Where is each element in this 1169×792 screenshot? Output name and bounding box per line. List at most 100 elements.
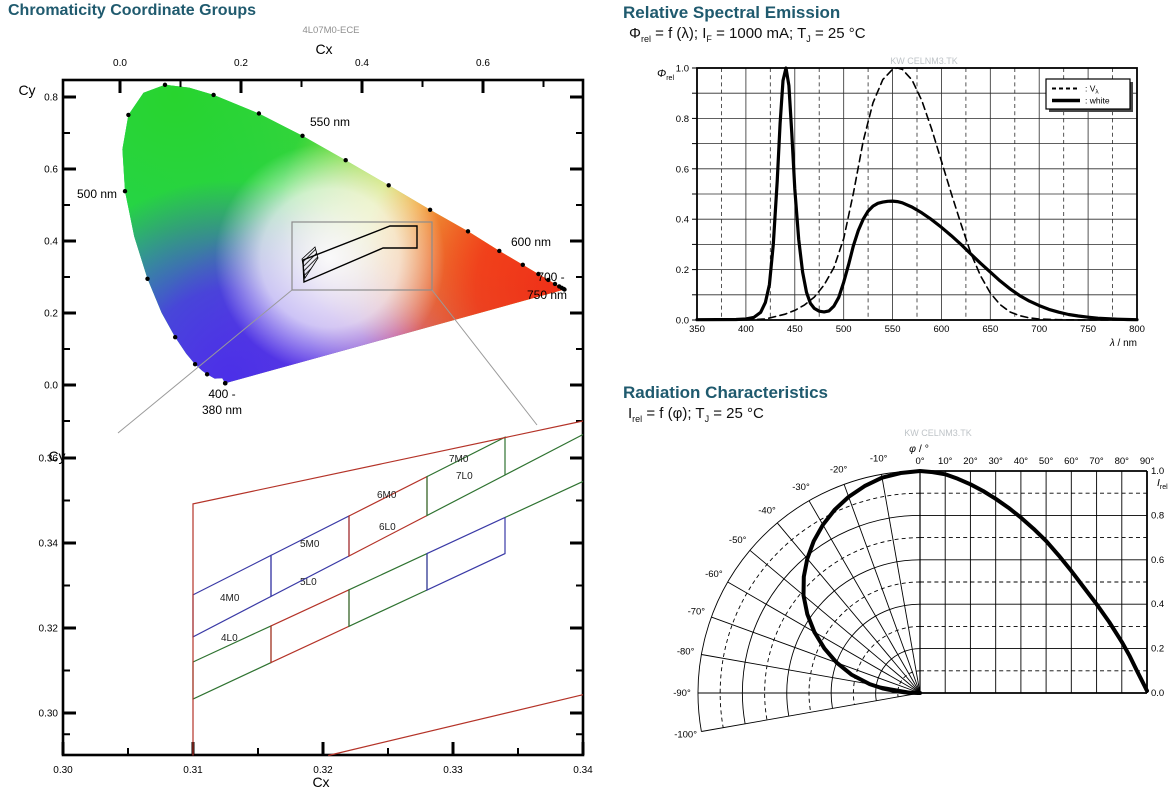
wavelength-label: 400 - [208,387,235,401]
tick-label: 0.2 [676,265,689,276]
bin-label-5L0: 5L0 [300,577,317,588]
tick-label: 500 [836,324,852,335]
tick-label: 0.6 [476,58,490,69]
bin-7L0 [426,516,506,591]
locus-dot-390 [222,381,228,386]
locus-dot-610 [520,262,525,267]
tick-label: 0.6 [44,165,58,176]
tick-label: 0.31 [183,765,203,776]
tick-label: 0.4 [355,58,369,69]
tick-label: 0.2 [44,309,58,320]
spectral-subtitle-symbol: Φ [629,25,641,42]
curve-white [695,66,1139,322]
radiation-angle-axis-title: φ / ° [909,443,929,455]
angle-label: 10° [938,456,953,467]
cie-figure: 0.0 0.2 0.4 0.6 0.8 0.0 0.2 0.4 0.6 0.30 0.32 0.34 0… [18,25,593,790]
wavelength-label: 550 nm [310,115,350,129]
locus-dot-550 [300,133,305,138]
spectral-chart-subtitle: Φrel = f (λ); IF = 1000 mA; TJ = 25 °C [629,25,866,44]
zoom-connector-line [117,289,293,434]
tick-label: 0.6 [1151,555,1164,566]
spectral-subtitle-mid2: = 1000 mA; T [711,25,807,42]
spectral-y-axis-title: Φrel [657,68,674,82]
zoom-x-axis-title: Cx [312,774,329,790]
cie-chart-title: Chromaticity Coordinate Groups [8,2,257,19]
angle-label: -30° [792,482,810,493]
spectral-subtitle-sub2: F [706,34,712,44]
bin-6M0 [348,475,428,557]
tick-label: 0.4 [676,215,689,226]
locus-dot-590 [465,229,471,234]
tick-label: 400 [738,324,754,335]
ece-boundary-line [192,420,584,756]
angle-label: -70° [688,607,706,618]
angle-label: 70° [1089,456,1104,467]
angle-label: -60° [705,569,723,580]
radiation-chart-title: Radiation Characteristics [623,383,829,402]
locus-dot-510 [126,112,131,118]
angle-label: 40° [1014,456,1029,467]
radiation-chart-subtitle: Irel = f (φ); TJ = 25 °C [628,405,764,424]
spectral-grid [697,68,1137,320]
zoom-indicator [117,221,538,434]
tick-label: 0.30 [53,765,73,776]
locus-dot-580 [427,207,433,212]
locus-dot-460 [204,372,210,377]
spectral-figure: 0.0 0.2 0.4 0.6 0.8 1.0 350 400 450 500 550 600 650 7… [657,56,1145,349]
tick-label: 0.0 [44,381,58,392]
angle-label: -100° [674,729,697,740]
locus-dot-700 [562,287,567,292]
angle-label: -80° [677,647,695,658]
spectral-subtitle-sub1: rel [640,34,651,44]
bin-label-4L0: 4L0 [221,633,238,644]
zoom-connector-line [431,289,538,426]
tick-label: 0.30 [39,709,59,720]
tick-label: 0.32 [313,765,333,776]
tick-label: 1.0 [676,64,689,75]
wavelength-label: 600 nm [511,235,551,249]
angle-label: 80° [1115,456,1130,467]
angle-label: 20° [963,456,978,467]
bin-label-6L0: 6L0 [379,522,396,533]
locus-dot-620 [536,271,541,277]
tick-label: 0.8 [1151,510,1164,521]
tick-label: 800 [1129,324,1145,335]
curve-V_lambda [745,67,1138,321]
tick-label: 0.33 [443,765,463,776]
locus-dot-500 [122,189,128,194]
zoom-y-axis-title: Cy [48,448,65,464]
locus-dot-490 [145,276,150,281]
locus-dot-600 [497,248,502,254]
locus-dot-640 [552,281,558,287]
radiation-grid [697,470,1147,732]
angle-label: -10° [870,454,888,465]
radiation-subtitle-sub2: J [704,414,710,424]
tick-label: 550 [885,324,901,335]
radiation-figure: 0° 10° 20° 30° 40° 50° 60° 70° 80° 90° -10° -20° -30… [673,428,1168,740]
tick-label: 700 [1031,324,1047,335]
tick-label: 0.4 [44,237,58,248]
locus-dot-530 [211,92,216,98]
tick-label: 0.36 [39,454,59,465]
tick-label: 0.2 [234,58,248,69]
tick-label: 600 [934,324,950,335]
locus-dot-480 [173,335,178,340]
tick-label: 0.0 [676,316,689,327]
angle-label: -40° [758,506,776,517]
spectral-subtitle-sub3: J [806,34,811,44]
cie-x-axis-title: Cx [315,41,332,57]
angle-label: 60° [1064,456,1079,467]
group-code-label: 4L07M0-ECE [302,25,359,36]
tick-label: 0.34 [573,765,593,776]
bin-label-5M0: 5M0 [300,539,320,550]
spectral-subtitle-mid1: = f (λ); I [650,25,707,42]
bin-6L0 [348,552,428,628]
bin-label-7M0: 7M0 [449,454,469,465]
tick-label: 0.0 [113,58,127,69]
legend-entry-label: : white [1085,96,1110,106]
radiation-r-axis-title: Irel [1157,477,1168,491]
highlighted-bin-hatch [301,246,319,280]
watermark: KW CELNM3.TK [890,56,958,66]
spectral-x-axis-title: λ / nm [1109,338,1137,349]
